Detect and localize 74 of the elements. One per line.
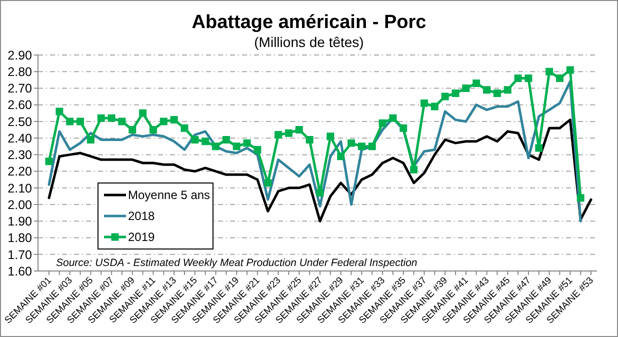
point xyxy=(139,109,147,117)
point xyxy=(410,166,418,174)
y-tick-label: 2.60 xyxy=(8,98,32,112)
point xyxy=(264,179,272,187)
point xyxy=(160,118,168,126)
point xyxy=(326,132,334,140)
point xyxy=(274,131,282,138)
point xyxy=(243,139,251,147)
point xyxy=(66,118,74,126)
point xyxy=(45,158,53,166)
point xyxy=(170,116,178,124)
y-tick-label: 1.90 xyxy=(8,214,32,229)
point xyxy=(452,89,460,97)
point xyxy=(535,144,543,152)
point xyxy=(483,86,491,94)
point xyxy=(232,142,240,150)
point xyxy=(514,74,522,82)
point xyxy=(389,114,397,122)
point xyxy=(546,68,554,76)
y-tick-label: 2.40 xyxy=(8,131,32,146)
point xyxy=(441,92,449,100)
point xyxy=(524,74,532,82)
point xyxy=(430,102,438,110)
point xyxy=(295,126,303,134)
y-tick-label: 1.70 xyxy=(8,248,32,262)
y-tick-label: 2.90 xyxy=(8,48,32,62)
y-tick-label: 1.80 xyxy=(8,231,32,246)
point xyxy=(400,124,408,132)
point xyxy=(86,136,94,144)
point xyxy=(254,146,262,154)
y-tick-label: 2.20 xyxy=(8,164,32,179)
y-tick-label: 2.70 xyxy=(8,82,32,96)
point xyxy=(368,142,376,150)
y-tick-label: 2.80 xyxy=(8,64,32,79)
point xyxy=(202,138,210,146)
point xyxy=(493,89,501,97)
point xyxy=(348,139,356,147)
legend-label: 2018 xyxy=(128,209,156,224)
point xyxy=(576,194,584,202)
annotation: Source: USDA - Estimated Weekly Meat Production Under Federal Inspection xyxy=(56,257,418,269)
legend-label: Moyenne 5 ans xyxy=(128,188,210,202)
point xyxy=(108,114,116,122)
point xyxy=(212,142,220,150)
point xyxy=(118,118,126,126)
point xyxy=(76,118,84,126)
point xyxy=(504,86,512,94)
y-tick-label: 2.10 xyxy=(8,181,32,196)
line-series xyxy=(48,118,592,222)
point xyxy=(284,129,292,137)
point xyxy=(472,80,480,87)
chart-subtitle: (Millions de têtes) xyxy=(254,34,364,50)
point xyxy=(378,119,386,127)
point xyxy=(462,84,470,92)
line-series xyxy=(48,80,582,222)
legend-label: 2019 xyxy=(128,230,156,244)
point xyxy=(128,126,136,134)
point xyxy=(222,136,230,144)
y-tick-label: 2.00 xyxy=(8,198,32,212)
point xyxy=(306,136,314,144)
y-tick-label: 2.30 xyxy=(8,148,32,162)
point xyxy=(191,136,199,144)
point xyxy=(180,124,188,132)
point xyxy=(316,189,324,197)
point xyxy=(556,74,564,82)
point xyxy=(56,108,64,116)
point xyxy=(420,99,428,107)
point xyxy=(337,152,345,160)
y-tick-label: 1.60 xyxy=(8,264,32,278)
point xyxy=(97,114,105,122)
point xyxy=(358,142,366,150)
chart-title: Abattage américain - Porc xyxy=(192,12,427,33)
point xyxy=(566,66,574,74)
y-tick-label: 2.50 xyxy=(8,114,32,129)
point xyxy=(149,126,157,134)
